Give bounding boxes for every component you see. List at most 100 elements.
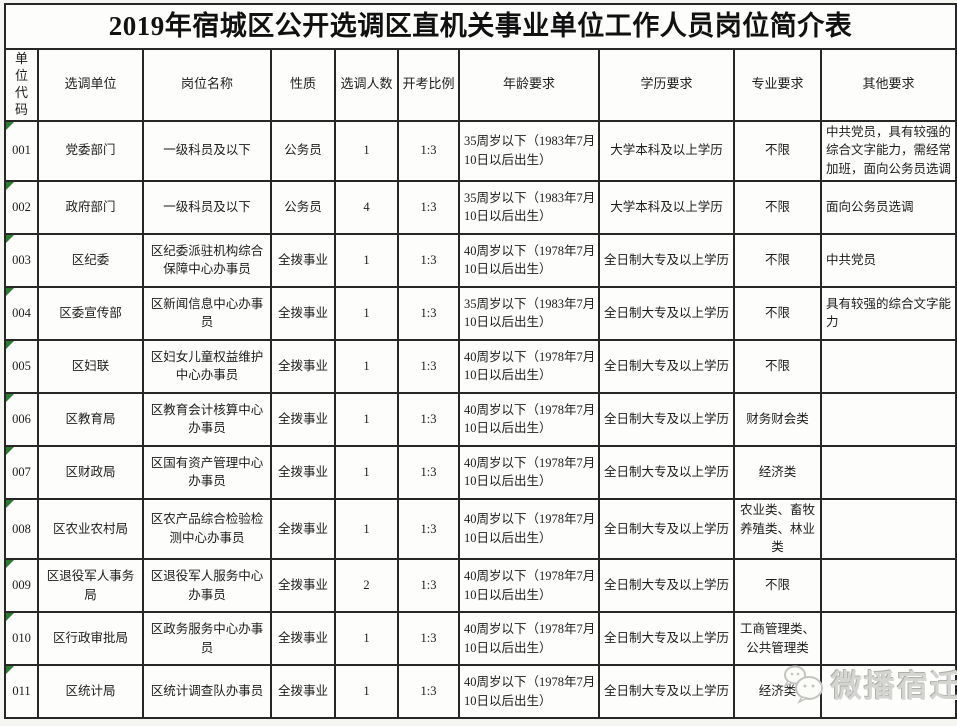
cell-nature: 全拨事业 (270, 338, 336, 394)
cell-nature: 全拨事业 (270, 232, 336, 288)
table-row: 009 区退役军人事务局 区退役军人服务中心办事员 全拨事业 2 1:3 40周… (4, 558, 957, 614)
column-header-ratio: 开考比例 (397, 48, 460, 122)
cell-unit-code: 003 (4, 232, 39, 288)
cell-ratio: 1:3 (397, 179, 460, 235)
cell-position: 区新闻信息中心办事员 (142, 285, 272, 341)
cell-count: 1 (334, 391, 399, 447)
cell-education: 全日制大专及以上学历 (598, 232, 735, 288)
table-row: 005 区妇联 区妇女儿童权益维护中心办事员 全拨事业 1 1:3 40周岁以下… (4, 338, 957, 394)
cell-nature: 全拨事业 (270, 444, 336, 500)
cell-unit: 区统计局 (37, 664, 144, 720)
column-header-major: 专业要求 (733, 48, 822, 122)
column-header-unit: 选调单位 (37, 48, 144, 122)
cell-position: 一级科员及以下 (142, 179, 272, 235)
cell-other (819, 664, 957, 720)
unit-code: 006 (12, 411, 31, 426)
cell-education: 全日制大专及以上学历 (598, 611, 735, 667)
excel-flag-triangle-icon (7, 182, 14, 190)
cell-education: 全日制大专及以上学历 (598, 497, 735, 561)
cell-position: 区统计调查队办事员 (142, 664, 272, 720)
unit-code: 007 (12, 464, 31, 479)
unit-code: 008 (12, 521, 31, 536)
cell-education: 全日制大专及以上学历 (598, 285, 735, 341)
cell-age: 35周岁以下（1983年7月10日以后出生） (458, 179, 600, 235)
cell-nature: 全拨事业 (270, 391, 336, 447)
cell-other (819, 611, 957, 667)
cell-education: 全日制大专及以上学历 (598, 338, 735, 394)
excel-flag-triangle-icon (7, 447, 14, 455)
cell-age: 40周岁以下（1978年7月10日以后出生） (458, 338, 600, 394)
cell-position: 一级科员及以下 (142, 119, 272, 182)
unit-code: 011 (12, 684, 31, 699)
cell-major: 不限 (733, 285, 822, 341)
cell-position: 区农产品综合检验检测中心办事员 (142, 497, 272, 561)
cell-education: 全日制大专及以上学历 (598, 444, 735, 500)
excel-flag-triangle-icon (7, 235, 14, 243)
column-header-nature: 性质 (270, 48, 336, 122)
watermark-text: 微播宿迁 (831, 669, 957, 704)
cell-age: 40周岁以下（1978年7月10日以后出生） (458, 558, 600, 614)
cell-major: 财务财会类 (733, 391, 822, 447)
unit-code: 010 (12, 631, 31, 646)
cell-ratio: 1:3 (397, 285, 460, 341)
cell-age: 40周岁以下（1978年7月10日以后出生） (458, 391, 600, 447)
cell-nature: 全拨事业 (270, 285, 336, 341)
cell-other (819, 444, 957, 500)
cell-age: 40周岁以下（1978年7月10日以后出生） (458, 232, 600, 288)
cell-position: 区教育会计核算中心办事员 (142, 391, 272, 447)
table-row: 011 区统计局 区统计调查队办事员 全拨事业 1 1:3 40周岁以下（197… (4, 664, 957, 720)
cell-unit: 政府部门 (37, 179, 144, 235)
cell-major: 经济类 (733, 444, 822, 500)
table-row: 008 区农业农村局 区农产品综合检验检测中心办事员 全拨事业 1 1:3 40… (4, 497, 957, 561)
column-header-position: 岗位名称 (142, 48, 272, 122)
cell-unit-code: 008 (4, 497, 39, 561)
watermark: 微播宿迁 (782, 661, 957, 706)
cell-unit-code: 002 (4, 179, 39, 235)
cell-position: 区国有资产管理中心办事员 (142, 444, 272, 500)
excel-flag-triangle-icon (7, 394, 14, 402)
cell-ratio: 1:3 (397, 444, 460, 500)
excel-flag-triangle-icon (7, 122, 14, 130)
cell-nature: 全拨事业 (270, 664, 336, 720)
cell-count: 1 (334, 119, 399, 182)
cell-major: 工商管理类、公共管理类 (733, 611, 822, 667)
cell-age: 35周岁以下（1983年7月10日以后出生） (458, 285, 600, 341)
cell-ratio: 1:3 (397, 391, 460, 447)
unit-code: 004 (12, 305, 31, 320)
cell-education: 全日制大专及以上学历 (598, 391, 735, 447)
table-row: 001 党委部门 一级科员及以下 公务员 1 1:3 35周岁以下（1983年7… (4, 119, 957, 182)
cell-nature: 全拨事业 (270, 611, 336, 667)
excel-flag-triangle-icon (7, 500, 14, 508)
excel-flag-triangle-icon (7, 341, 14, 349)
cell-position: 区纪委派驻机构综合保障中心办事员 (142, 232, 272, 288)
column-header-other: 其他要求 (819, 48, 957, 122)
cell-count: 2 (334, 558, 399, 614)
cell-age: 40周岁以下（1978年7月10日以后出生） (458, 497, 600, 561)
cell-nature: 公务员 (270, 179, 336, 235)
cell-other: 中共党员，具有较强的综合文字能力，需经常加班，面向公务员选调 (819, 119, 957, 182)
cell-unit-code: 010 (4, 611, 39, 667)
cell-education: 大学本科及以上学历 (598, 179, 735, 235)
table-row: 002 政府部门 一级科员及以下 公务员 4 1:3 35周岁以下（1983年7… (4, 179, 957, 235)
column-header-count: 选调人数 (334, 48, 399, 122)
cell-count: 4 (334, 179, 399, 235)
cell-count: 1 (334, 611, 399, 667)
cell-unit-code: 005 (4, 338, 39, 394)
cell-nature: 全拨事业 (270, 558, 336, 614)
cell-unit: 区农业农村局 (37, 497, 144, 561)
unit-code: 005 (12, 358, 31, 373)
cell-count: 1 (334, 338, 399, 394)
cell-major: 不限 (733, 179, 822, 235)
cell-other: 中共党员 (819, 232, 957, 288)
cell-position: 区妇女儿童权益维护中心办事员 (142, 338, 272, 394)
cell-unit: 区行政审批局 (37, 611, 144, 667)
cell-unit: 区纪委 (37, 232, 144, 288)
cell-ratio: 1:3 (397, 497, 460, 561)
column-header-unit-code: 单位代码 (4, 48, 39, 122)
table-row: 006 区教育局 区教育会计核算中心办事员 全拨事业 1 1:3 40周岁以下（… (4, 391, 957, 447)
cell-ratio: 1:3 (397, 558, 460, 614)
cell-age: 35周岁以下（1983年7月10日以后出生） (458, 119, 600, 182)
cell-major: 不限 (733, 232, 822, 288)
cell-unit-code: 001 (4, 119, 39, 182)
